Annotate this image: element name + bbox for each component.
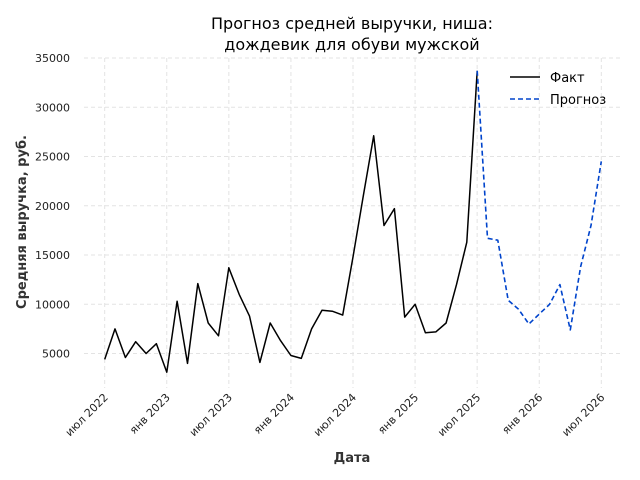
x-tick-label: июл 2024: [311, 391, 359, 439]
series-lines: [103, 70, 603, 373]
legend: Факт Прогноз: [510, 71, 606, 108]
x-axis-label: Дата: [334, 451, 371, 466]
x-tick-label: янв 2026: [500, 391, 546, 437]
y-tick-label: 20000: [35, 200, 70, 213]
y-tick-label: 30000: [35, 101, 70, 114]
chart-title: Прогноз средней выручки, ниша: дождевик д…: [211, 14, 493, 54]
x-tick-label: янв 2024: [251, 391, 297, 437]
y-axis-label: Средняя выручка, руб.: [15, 135, 30, 309]
x-tick-label: июл 2025: [435, 391, 483, 439]
y-tick-label: 15000: [35, 249, 70, 262]
y-tick-label: 10000: [35, 298, 70, 311]
series-line-forecast: [476, 70, 603, 331]
chart-title-line: дождевик для обуви мужской: [224, 35, 479, 54]
x-tick-label: июл 2022: [63, 391, 111, 439]
series-line-actual: [103, 70, 478, 373]
x-tick-label: июл 2026: [559, 391, 607, 439]
y-tick-label: 5000: [42, 348, 70, 361]
legend-label: Прогноз: [550, 93, 606, 108]
y-tick-label: 35000: [35, 52, 70, 65]
chart-title-line: Прогноз средней выручки, ниша:: [211, 14, 493, 33]
grid: [84, 57, 622, 388]
x-tick-label: янв 2025: [375, 391, 421, 437]
legend-label: Факт: [550, 71, 585, 86]
x-axis-ticks: июл 2022 янв 2023 июл 2023 янв 2024 июл 2024…: [63, 391, 608, 439]
y-axis-ticks: 5000 10000 15000 20000 25000 30000 35000: [35, 52, 70, 361]
y-tick-label: 25000: [35, 151, 70, 164]
x-tick-label: июл 2023: [187, 391, 235, 439]
x-tick-label: янв 2023: [127, 391, 173, 437]
